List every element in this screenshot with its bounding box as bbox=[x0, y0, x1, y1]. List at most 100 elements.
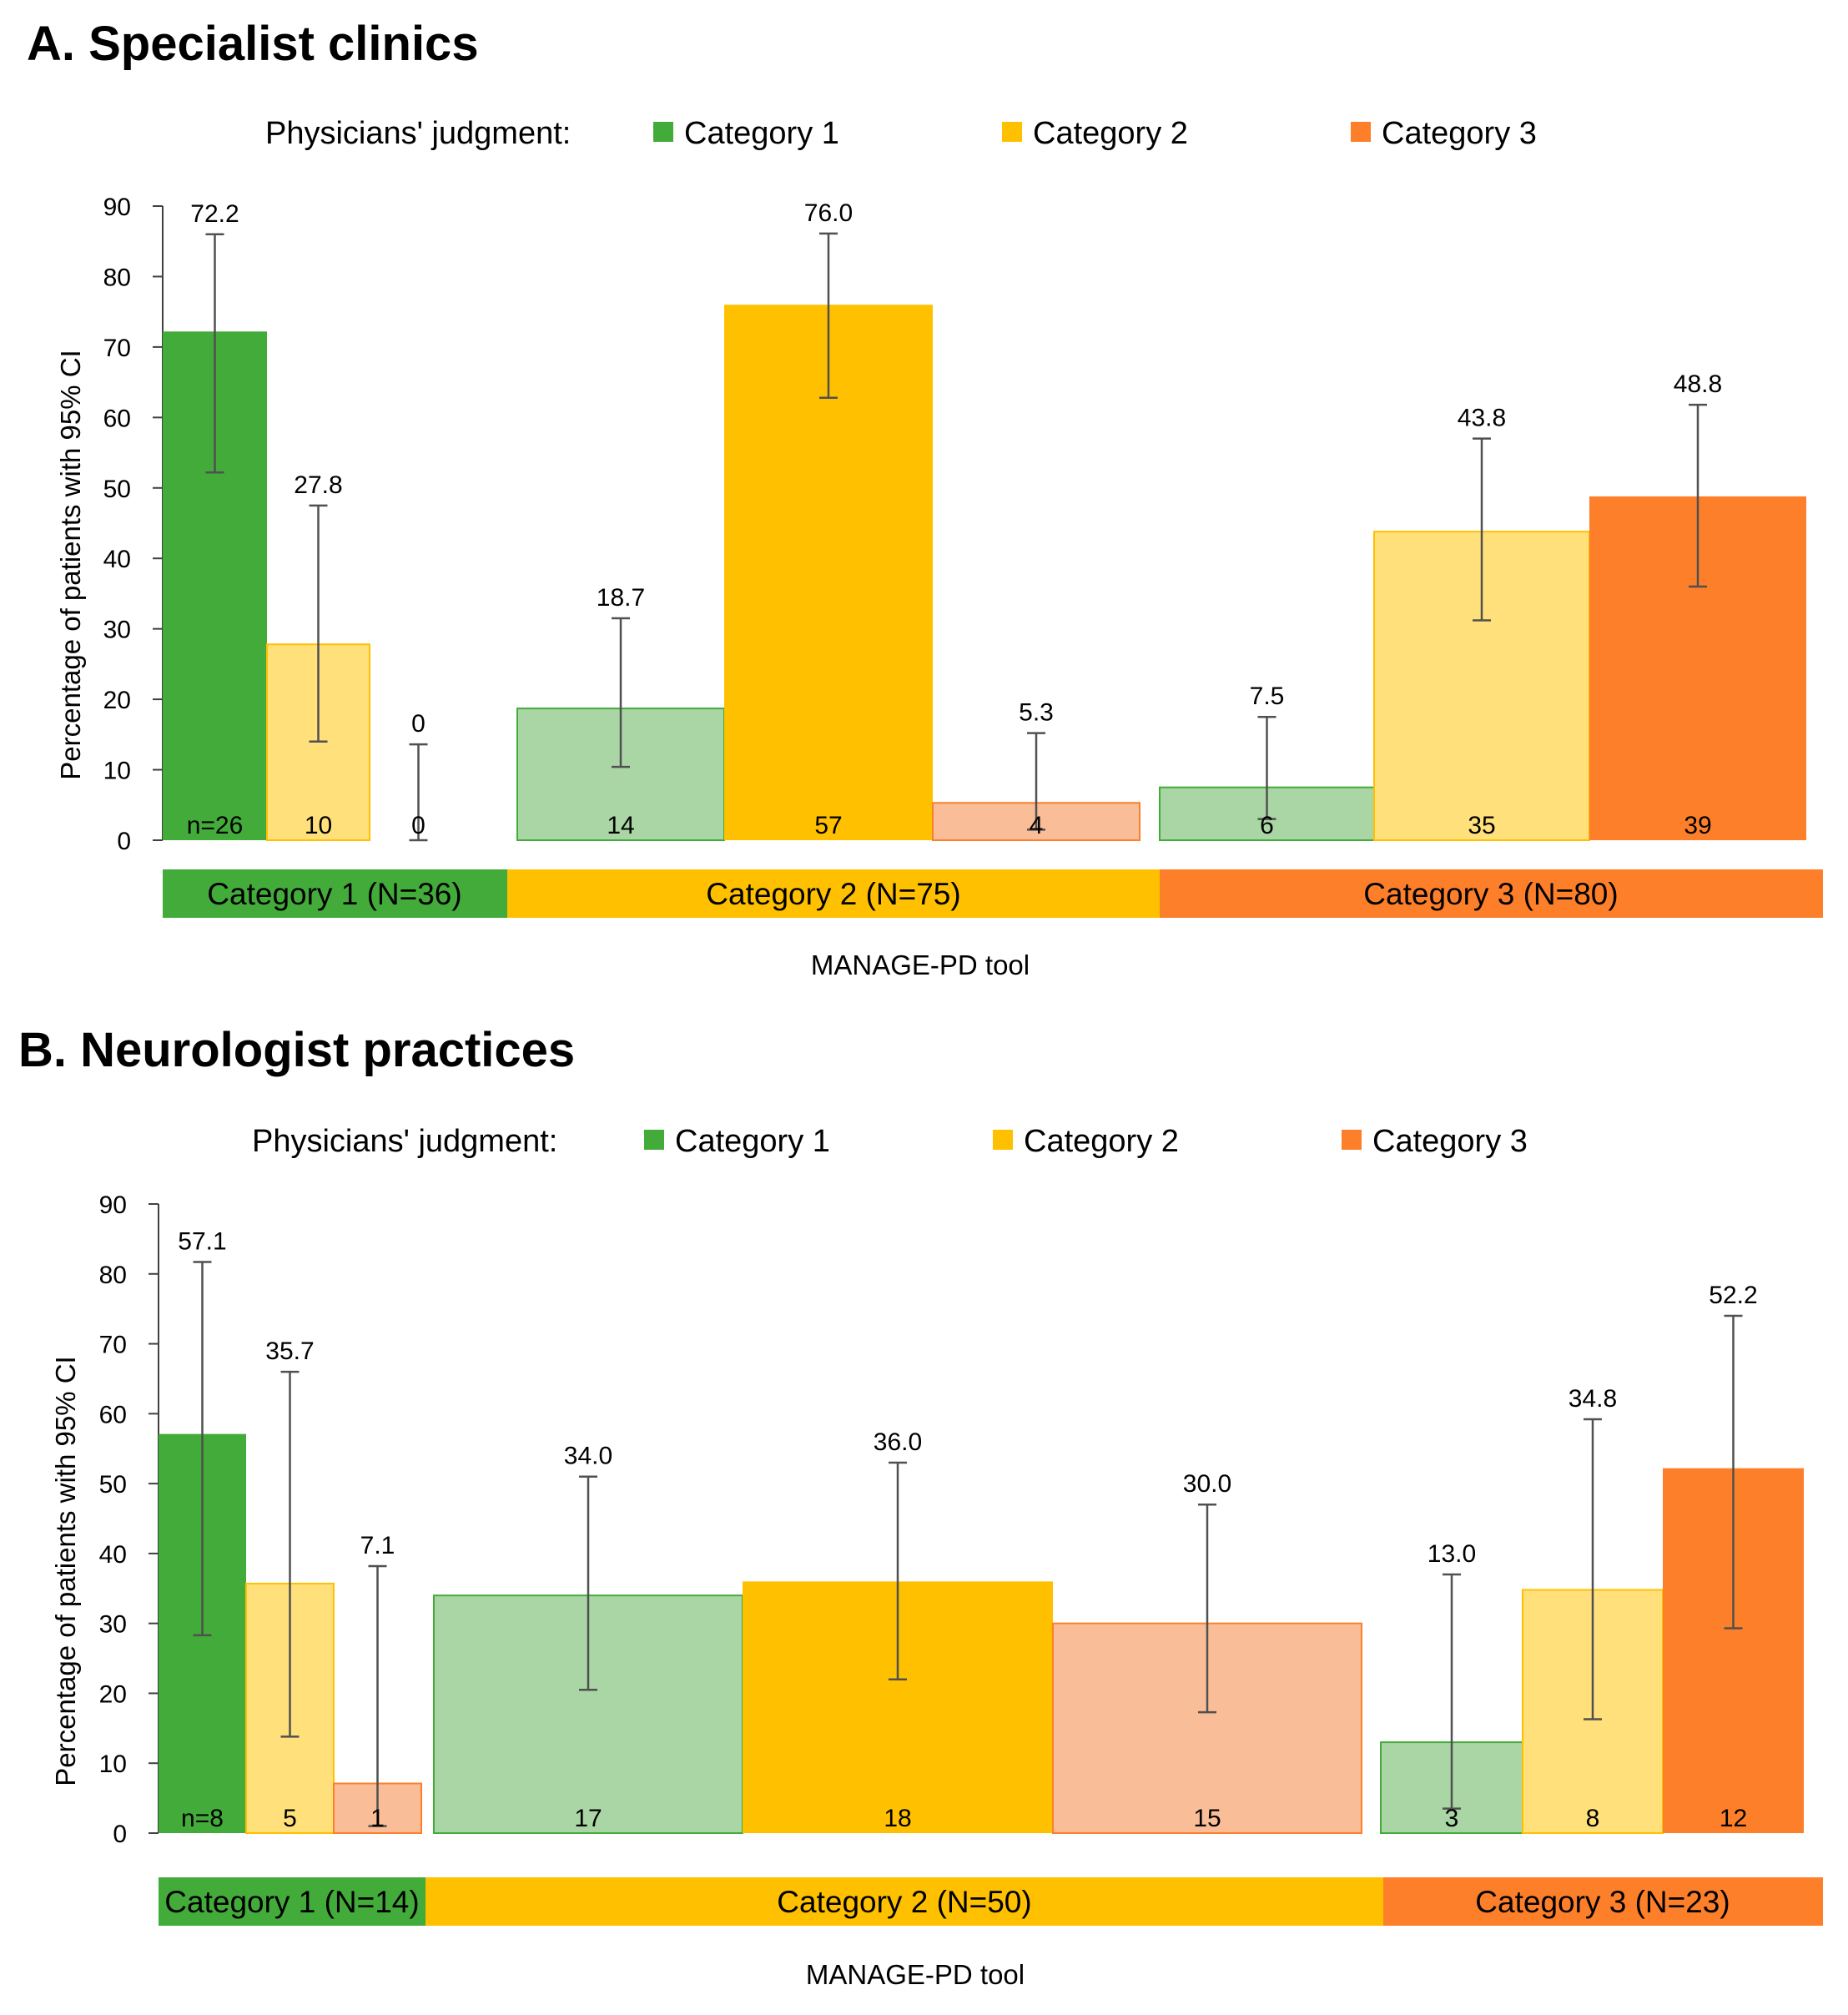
panel-specialist-clinics: A. Specialist clinics Physicians' judgme… bbox=[27, 17, 1823, 980]
group-category-bar: Category 1 (N=14) Category 2 (N=50) Cate… bbox=[159, 1877, 1823, 1926]
count-label: 0 bbox=[411, 812, 425, 839]
error-bar-3-2 bbox=[1584, 1418, 1602, 1720]
error-bar-1-2 bbox=[309, 504, 328, 743]
legend: Physicians' judgment: Category 1 Categor… bbox=[252, 1124, 1528, 1159]
legend-swatch-category-1 bbox=[653, 122, 673, 142]
error-bar-3-3 bbox=[1724, 1314, 1743, 1630]
value-label: 13.0 bbox=[1428, 1540, 1476, 1568]
y-tick-label: 60 bbox=[103, 405, 131, 432]
legend-label-category-3: Category 3 bbox=[1372, 1124, 1528, 1159]
count-label: 39 bbox=[1684, 812, 1711, 839]
y-tick-label: 90 bbox=[103, 194, 131, 221]
error-bar-1-1 bbox=[193, 1261, 212, 1637]
y-axis-label: Percentage of patients with 95% CI bbox=[55, 350, 86, 779]
count-label: 1 bbox=[370, 1805, 385, 1832]
group-band-category-2 bbox=[507, 869, 1160, 918]
count-label: 18 bbox=[884, 1805, 911, 1832]
legend-swatch-category-1 bbox=[644, 1130, 664, 1150]
value-label: 30.0 bbox=[1183, 1470, 1231, 1498]
value-label: 7.5 bbox=[1250, 683, 1285, 710]
y-axis-ticks: 0 10 20 30 40 50 60 70 80 90 bbox=[99, 1191, 127, 1848]
legend-swatch-category-3 bbox=[1351, 122, 1371, 142]
error-bar-2-3 bbox=[1027, 732, 1045, 831]
error-bar-2-1 bbox=[579, 1475, 597, 1691]
error-bar-1-3 bbox=[409, 743, 428, 842]
group-label-category-1: Category 1 (N=14) bbox=[164, 1885, 419, 1919]
y-tick-label: 80 bbox=[99, 1262, 127, 1289]
value-label: 52.2 bbox=[1709, 1282, 1757, 1309]
y-tick-label: 80 bbox=[103, 264, 131, 291]
count-labels: n=26 10 0 14 57 4 6 35 39 bbox=[187, 812, 1712, 839]
count-label: 17 bbox=[574, 1805, 602, 1832]
count-label: 57 bbox=[814, 812, 842, 839]
value-label: 36.0 bbox=[874, 1428, 922, 1456]
y-tick-label: 30 bbox=[103, 617, 131, 644]
count-label: 4 bbox=[1030, 812, 1044, 839]
count-label: 3 bbox=[1445, 1805, 1459, 1832]
value-label: 35.7 bbox=[265, 1337, 314, 1365]
legend: Physicians' judgment: Category 1 Categor… bbox=[265, 116, 1537, 151]
y-tick-label: 60 bbox=[99, 1401, 127, 1428]
value-label: 34.0 bbox=[564, 1443, 612, 1470]
error-bar-1-1 bbox=[205, 233, 224, 474]
y-tick-label: 70 bbox=[99, 1332, 127, 1359]
error-bar-2-3 bbox=[1198, 1503, 1216, 1714]
group-category-bar: Category 1 (N=36) Category 2 (N=75) Cate… bbox=[163, 869, 1823, 918]
panel-neurologist-practices: B. Neurologist practices Physicians' jud… bbox=[18, 1023, 1823, 1990]
count-label: 14 bbox=[607, 812, 634, 839]
legend-label-category-2: Category 2 bbox=[1033, 116, 1188, 151]
legend-label-category-1: Category 1 bbox=[675, 1124, 830, 1159]
x-axis-label: MANAGE-PD tool bbox=[811, 950, 1030, 980]
y-tick-label: 90 bbox=[99, 1191, 127, 1219]
y-axis-ticks: 0 10 20 30 40 50 60 70 80 90 bbox=[103, 194, 131, 855]
y-tick-label: 50 bbox=[99, 1471, 127, 1499]
count-label: 5 bbox=[283, 1805, 297, 1832]
error-bar-3-1 bbox=[1257, 715, 1276, 820]
count-label: 10 bbox=[305, 812, 332, 839]
y-axis bbox=[149, 1203, 159, 1834]
value-label: 76.0 bbox=[804, 199, 853, 227]
legend-swatch-category-3 bbox=[1342, 1130, 1362, 1150]
group-band-category-3 bbox=[1160, 869, 1823, 918]
y-tick-label: 40 bbox=[103, 546, 131, 573]
value-label: 18.7 bbox=[597, 584, 645, 612]
y-tick-label: 10 bbox=[103, 758, 131, 785]
group-band-category-2 bbox=[425, 1877, 1383, 1926]
bars bbox=[159, 1433, 1804, 1835]
value-label: 48.8 bbox=[1674, 370, 1722, 398]
y-tick-label: 20 bbox=[103, 687, 131, 714]
group-label-category-2: Category 2 (N=75) bbox=[706, 877, 960, 911]
y-tick-label: 0 bbox=[117, 828, 131, 855]
error-bar-3-1 bbox=[1443, 1573, 1461, 1810]
value-label: 72.2 bbox=[190, 200, 239, 228]
value-labels: 57.1 35.7 7.1 34.0 36.0 30.0 13.0 34.8 52.2 bbox=[178, 1228, 1757, 1568]
error-bar-1-2 bbox=[280, 1370, 300, 1738]
panel-title: A. Specialist clinics bbox=[27, 17, 479, 71]
legend-label-category-1: Category 1 bbox=[684, 116, 839, 151]
y-tick-label: 30 bbox=[99, 1611, 127, 1639]
error-bar-1-3 bbox=[368, 1564, 387, 1827]
x-axis-label: MANAGE-PD tool bbox=[806, 1959, 1025, 1990]
value-label: 34.8 bbox=[1569, 1385, 1617, 1413]
legend-swatch-category-2 bbox=[993, 1130, 1013, 1150]
y-tick-label: 0 bbox=[113, 1821, 127, 1848]
value-label: 7.1 bbox=[360, 1532, 395, 1559]
legend-label-category-3: Category 3 bbox=[1382, 116, 1537, 151]
y-tick-label: 10 bbox=[99, 1751, 127, 1778]
legend-prefix: Physicians' judgment: bbox=[265, 116, 571, 151]
error-bar-3-2 bbox=[1473, 437, 1491, 622]
value-labels: 72.2 27.8 0 18.7 76.0 5.3 7.5 43.8 48.8 bbox=[190, 199, 1722, 738]
y-axis-label: Percentage of patients with 95% CI bbox=[50, 1356, 81, 1786]
error-bar-2-2 bbox=[819, 232, 838, 399]
y-axis bbox=[153, 205, 164, 841]
group-band-category-3 bbox=[1383, 1877, 1823, 1926]
error-bars bbox=[193, 1261, 1743, 1827]
count-label: n=26 bbox=[187, 812, 244, 839]
value-label: 43.8 bbox=[1458, 405, 1506, 432]
bars bbox=[163, 305, 1806, 842]
value-label: 0 bbox=[411, 710, 425, 738]
legend-prefix: Physicians' judgment: bbox=[252, 1124, 557, 1159]
count-labels: n=8 5 1 17 18 15 3 8 12 bbox=[181, 1805, 1747, 1832]
y-tick-label: 70 bbox=[103, 335, 131, 362]
